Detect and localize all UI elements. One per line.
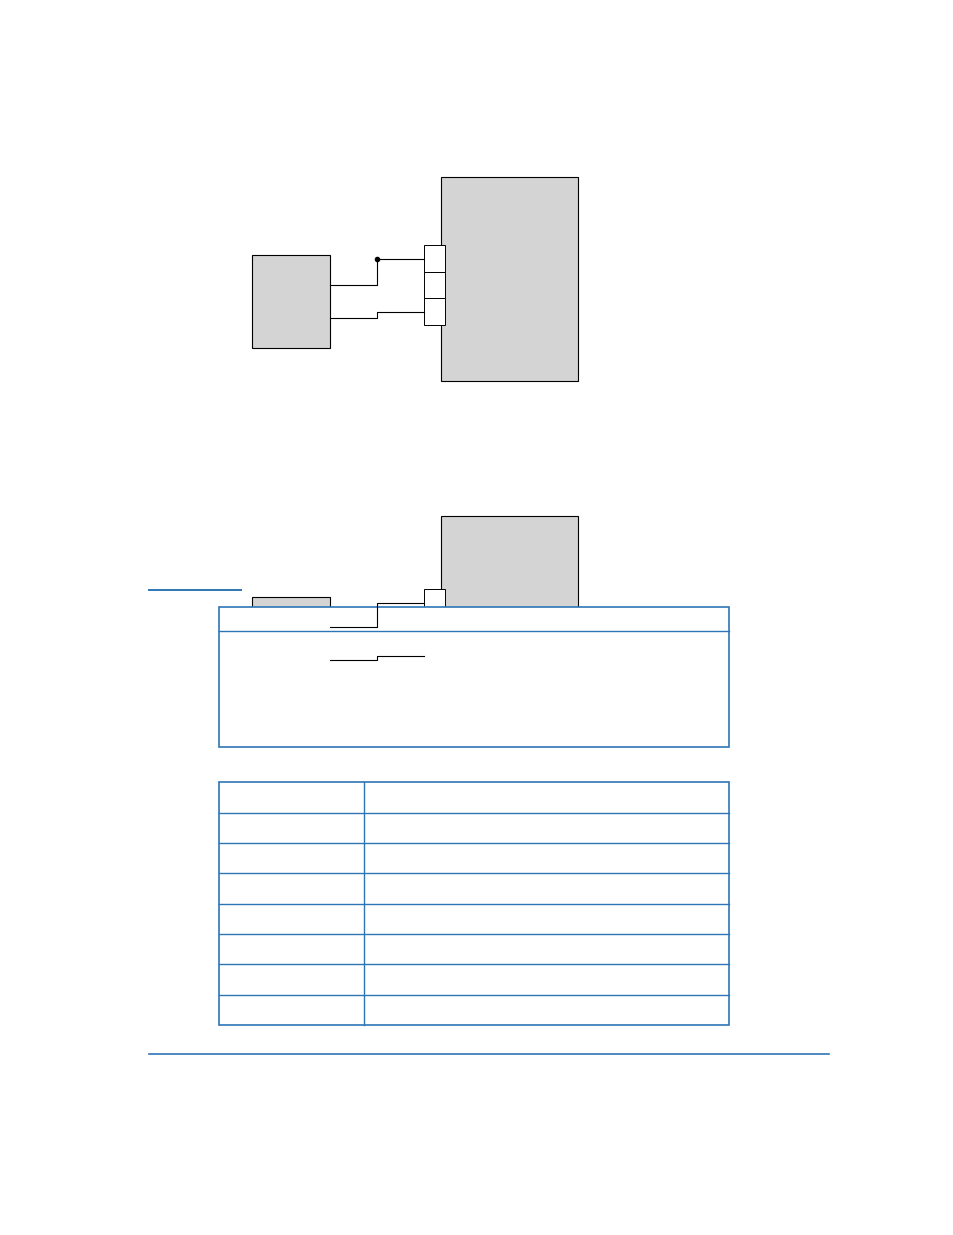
Bar — [423, 299, 444, 325]
Bar — [440, 177, 577, 382]
Bar — [252, 597, 330, 690]
Bar — [423, 642, 444, 669]
Bar — [423, 616, 444, 642]
Bar — [423, 272, 444, 299]
Bar — [440, 516, 577, 721]
Bar — [219, 606, 728, 747]
Bar — [252, 254, 330, 348]
Bar — [219, 783, 728, 1025]
Bar — [423, 246, 444, 272]
Bar — [423, 589, 444, 616]
